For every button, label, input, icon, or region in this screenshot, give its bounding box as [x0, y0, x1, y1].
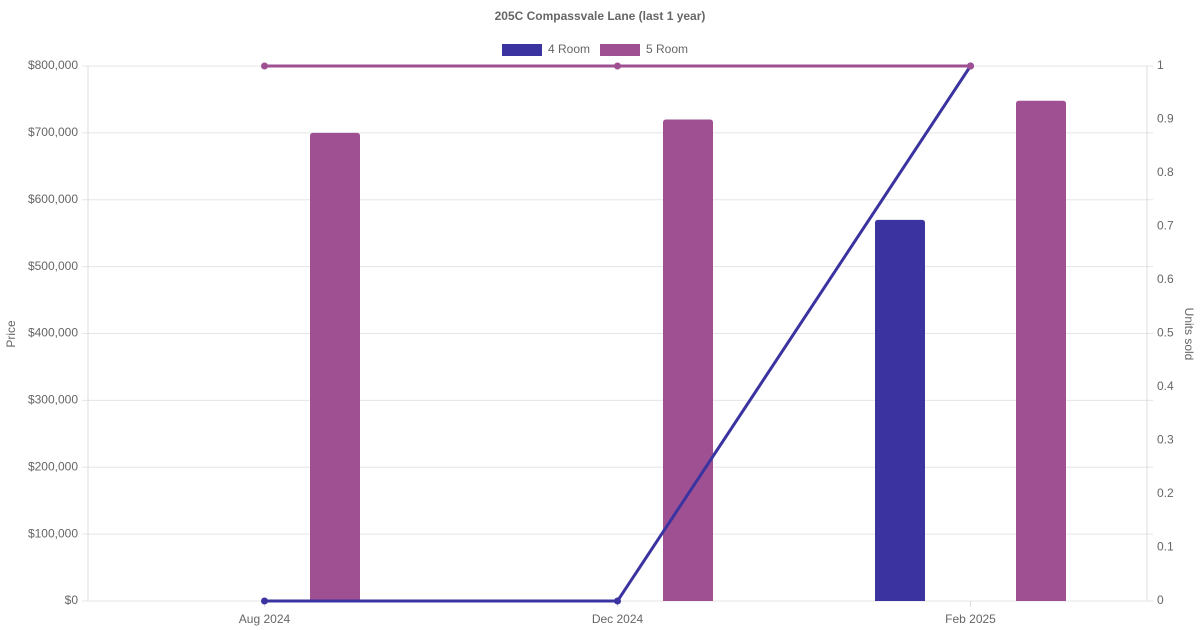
chart-title: 205C Compassvale Lane (last 1 year) [495, 9, 706, 23]
x-tick-label: Feb 2025 [945, 612, 996, 626]
y2-tick-label: 0 [1157, 593, 1164, 607]
y2-axis-label: Units sold [1182, 308, 1196, 361]
y2-tick-label: 0.3 [1157, 433, 1174, 447]
line-point [261, 597, 268, 605]
y2-tick-label: 1 [1157, 58, 1164, 72]
y2-tick-label: 0.5 [1157, 326, 1174, 340]
y-tick-label: $600,000 [28, 192, 78, 206]
bar [310, 132, 360, 601]
bar [875, 219, 925, 601]
y-tick-label: $300,000 [28, 393, 78, 407]
x-tick-label: Dec 2024 [592, 612, 644, 626]
bar [663, 119, 713, 601]
y2-tick-label: 0.1 [1157, 540, 1174, 554]
x-tick-label: Aug 2024 [239, 612, 291, 626]
y-tick-label: $700,000 [28, 125, 78, 139]
y2-tick-label: 0.9 [1157, 112, 1174, 126]
y-tick-label: $100,000 [28, 526, 78, 540]
bar [1016, 100, 1066, 602]
line-point [614, 62, 621, 70]
y-axis-label: Price [4, 320, 18, 348]
y2-tick-label: 0.6 [1157, 272, 1174, 286]
line-point [614, 597, 621, 605]
y-tick-label: $500,000 [28, 259, 78, 273]
legend-label: 4 Room [548, 42, 590, 56]
y-tick-label: $400,000 [28, 326, 78, 340]
y2-tick-label: 0.2 [1157, 486, 1174, 500]
line-point [261, 62, 268, 70]
legend-label: 5 Room [646, 42, 688, 56]
legend-swatch [600, 44, 640, 56]
y-tick-label: $800,000 [28, 58, 78, 72]
y2-tick-label: 0.8 [1157, 165, 1174, 179]
line-point [967, 62, 974, 70]
y2-tick-label: 0.4 [1157, 379, 1174, 393]
y2-tick-label: 0.7 [1157, 219, 1174, 233]
y-tick-label: $0 [65, 593, 79, 607]
legend-swatch [502, 44, 542, 56]
y-tick-label: $200,000 [28, 459, 78, 473]
